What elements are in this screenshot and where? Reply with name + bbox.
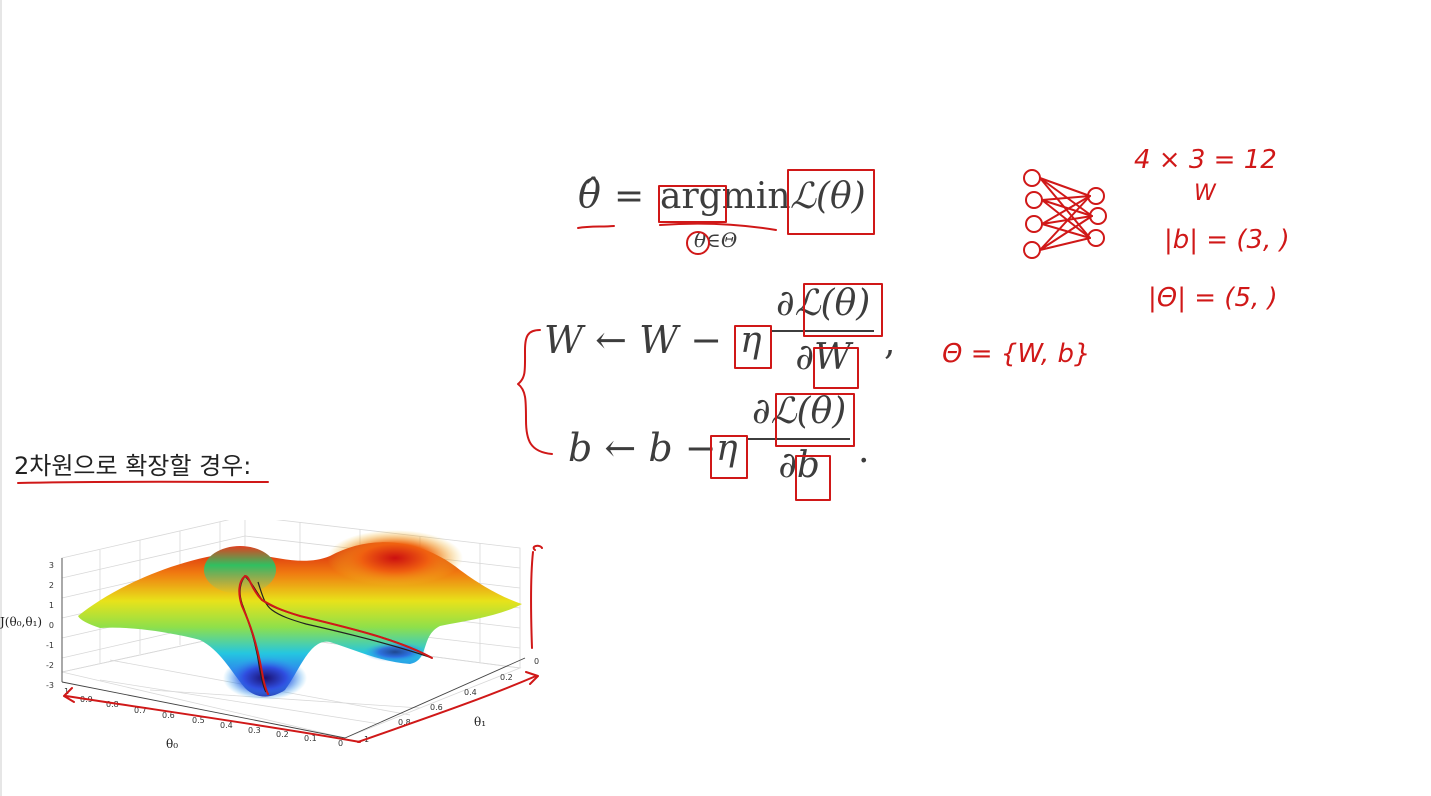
svg-text:0.2: 0.2 — [500, 673, 513, 682]
argmin-subscript: θ∈Θ — [694, 228, 738, 252]
svg-text:0.7: 0.7 — [134, 706, 147, 715]
learning-rate-w: η — [740, 320, 762, 361]
svg-text:0.1: 0.1 — [304, 734, 317, 743]
svg-text:0.9: 0.9 — [80, 695, 93, 704]
svg-text:0.8: 0.8 — [106, 700, 119, 709]
annotation-b-shape: |b| = (3, ) — [1164, 225, 1290, 255]
annotation-theta-set: Θ = {W, b} — [942, 339, 1090, 369]
svg-text:0.4: 0.4 — [464, 688, 477, 697]
underline-heading — [17, 480, 269, 484]
gradient-w-fraction: ∂ℒ(θ) ∂W — [772, 283, 875, 378]
loss-function: ℒ(θ) — [790, 176, 866, 217]
annotation-theta-shape: |Θ| = (5, ) — [1148, 283, 1278, 313]
x-axis-label: θ₀ — [166, 737, 178, 751]
section-heading: 2차원으로 확장할 경우: — [14, 452, 252, 480]
svg-text:0: 0 — [338, 739, 343, 748]
surface-pit-right — [363, 642, 427, 662]
svg-text:0.3: 0.3 — [248, 726, 261, 735]
fraction-bar — [772, 330, 875, 332]
theta-hat: θ̂ — [578, 172, 601, 216]
learning-rate-b: η — [716, 428, 738, 469]
argmin-operator: argmin — [660, 176, 791, 217]
z-axis-ticks: 3 2 1 0 -1 -2 -3 — [46, 561, 54, 690]
y-axis-ticks: 0 0.2 0.4 0.6 0.8 1 — [364, 657, 539, 744]
svg-text:1: 1 — [64, 687, 69, 696]
surface-pit — [223, 656, 307, 700]
cost-surface-plot: 3 2 1 0 -1 -2 -3 1 0.9 0.8 0.7 0.6 0.5 0… — [0, 520, 539, 751]
underline-theta-hat — [577, 225, 615, 229]
gradient-w-numerator: ∂ℒ(θ) — [776, 283, 871, 324]
svg-text:-1: -1 — [46, 641, 54, 650]
equals-sign: = — [614, 176, 645, 217]
svg-text:0.2: 0.2 — [276, 730, 289, 739]
svg-text:0.4: 0.4 — [220, 721, 233, 730]
fraction-bar — [748, 438, 851, 440]
svg-text:-2: -2 — [46, 661, 54, 670]
gradient-b-denominator: ∂b — [778, 445, 820, 486]
page-edge — [0, 0, 2, 796]
svg-text:0.8: 0.8 — [398, 718, 411, 727]
svg-text:0: 0 — [49, 621, 54, 630]
svg-text:0.5: 0.5 — [192, 716, 205, 725]
b-update-lhs: b ← b − — [568, 426, 717, 470]
svg-text:0: 0 — [534, 657, 539, 666]
svg-text:3: 3 — [49, 561, 54, 570]
svg-text:-3: -3 — [46, 681, 54, 690]
svg-text:1: 1 — [364, 735, 369, 744]
surface-peak — [327, 530, 463, 586]
svg-text:2: 2 — [49, 581, 54, 590]
annotation-w: W — [1194, 181, 1217, 206]
period: . — [858, 430, 870, 471]
gradient-b-numerator: ∂ℒ(θ) — [752, 391, 847, 432]
gradient-b-fraction: ∂ℒ(θ) ∂b — [748, 391, 851, 486]
y-axis-label: θ₁ — [474, 715, 486, 729]
z-axis-label: J(θ₀,θ₁) — [0, 615, 42, 629]
annotation-param-count: 4 × 3 = 12 — [1134, 145, 1277, 175]
w-update-lhs: W ← W − — [544, 318, 723, 362]
svg-text:0.6: 0.6 — [430, 703, 443, 712]
comma: , — [884, 322, 896, 363]
svg-text:0.6: 0.6 — [162, 711, 175, 720]
svg-text:1: 1 — [49, 601, 54, 610]
gradient-w-denominator: ∂W — [795, 337, 851, 378]
